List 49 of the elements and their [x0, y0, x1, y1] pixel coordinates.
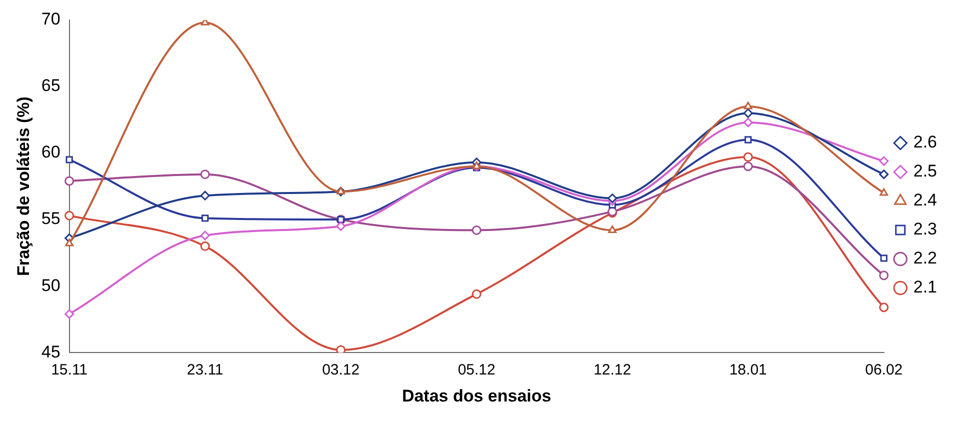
x-tick-label: 12.12 — [594, 362, 632, 379]
y-tick-label: 55 — [41, 209, 60, 228]
point — [880, 188, 888, 196]
x-tick-label: 15.11 — [51, 362, 88, 379]
point — [608, 225, 617, 233]
legend-label: 2.3 — [913, 220, 938, 239]
y-tick-label: 65 — [41, 76, 60, 96]
x-axis-title: Datas dos ensaios — [402, 386, 552, 406]
point — [472, 289, 482, 299]
y-tick-label: 50 — [41, 276, 60, 295]
x-tick-label: 06.02 — [865, 362, 903, 379]
point — [336, 186, 346, 194]
x-tick-label: 03.12 — [322, 362, 360, 379]
legend-label: 2.4 — [913, 190, 938, 210]
point — [608, 194, 618, 204]
point — [743, 162, 753, 172]
point — [879, 156, 889, 166]
point — [743, 152, 753, 162]
x-tick-label: 18.01 — [729, 362, 767, 379]
point — [200, 170, 210, 180]
legend-label: 2.6 — [913, 132, 938, 152]
point — [64, 176, 74, 186]
point — [879, 302, 889, 312]
point — [64, 309, 74, 319]
point — [879, 270, 889, 280]
y-tick-label: 45 — [41, 342, 60, 362]
point — [200, 241, 210, 251]
point — [744, 102, 752, 110]
point — [744, 136, 752, 144]
x-tick-label: 05.12 — [458, 362, 496, 379]
legend-label: 2.2 — [913, 248, 938, 268]
x-tick-label: 23.11 — [186, 362, 224, 379]
point — [201, 214, 209, 222]
point — [336, 221, 346, 231]
point — [880, 254, 888, 262]
point — [743, 108, 753, 118]
y-tick-label: 60 — [41, 142, 60, 162]
legend-label: 2.5 — [913, 162, 938, 181]
point — [200, 230, 210, 240]
point — [879, 170, 889, 180]
y-tick-label: 70 — [41, 10, 60, 29]
point — [336, 345, 346, 353]
point — [200, 190, 210, 200]
point — [472, 225, 482, 235]
y-axis-title: Fração de voláteis (%) — [14, 96, 33, 276]
point — [66, 156, 73, 164]
point — [743, 118, 753, 128]
point — [64, 210, 74, 220]
legend-label: 2.1 — [913, 278, 938, 297]
